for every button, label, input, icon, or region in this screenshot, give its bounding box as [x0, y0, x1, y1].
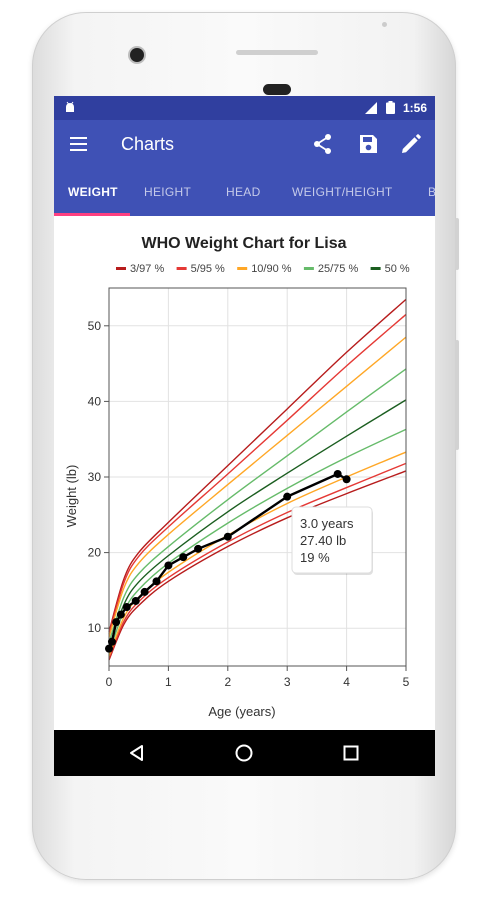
signal-icon [365, 102, 377, 114]
data-point-10[interactable] [194, 544, 203, 553]
data-point-6[interactable] [140, 587, 149, 596]
legend-swatch-1 [176, 267, 187, 270]
data-tooltip: 3.0 years 27.40 lb 19 % [291, 506, 373, 575]
proximity-sensor [263, 84, 291, 95]
data-point-2[interactable] [112, 618, 121, 627]
x-tick-label-1: 1 [165, 675, 172, 689]
y-tick-label-1: 20 [88, 546, 102, 560]
battery-icon [386, 101, 395, 114]
percentile-curve-3 [108, 462, 407, 659]
status-time: 1:56 [402, 101, 427, 115]
y-tick-label-3: 40 [88, 394, 102, 408]
y-tick-label-4: 50 [88, 319, 102, 333]
percentile-curves [108, 298, 407, 661]
tab-weight[interactable]: WEIGHT [68, 185, 118, 199]
x-tick-label-2: 2 [224, 675, 231, 689]
percentile-curve-4 [108, 336, 407, 638]
tab-b[interactable]: B [428, 185, 435, 199]
percentile-curve-1 [108, 470, 407, 661]
tab-height[interactable]: HEIGHT [144, 185, 192, 199]
page-title: Charts [121, 134, 175, 154]
screen: 1:56 Charts WEIGHT HEIGHT HEAD WEIG [54, 96, 435, 776]
menu-icon[interactable] [68, 134, 90, 154]
chart-legend: 3/97 % 5/95 % 10/90 % 25/75 % 50 % [116, 263, 410, 275]
data-point-11[interactable] [223, 532, 232, 541]
percentile-curve-6 [108, 368, 407, 643]
legend-label-1: 5/95 % [191, 263, 225, 275]
tab-weight-height[interactable]: WEIGHT/HEIGHT [292, 185, 393, 199]
data-point-8[interactable] [164, 561, 173, 570]
x-tick-label-5: 5 [403, 675, 410, 689]
percentile-curve-2 [108, 313, 407, 635]
back-icon[interactable] [127, 743, 147, 763]
legend-label-2: 10/90 % [251, 263, 292, 275]
data-point-3[interactable] [116, 610, 125, 619]
legend-swatch-3 [303, 267, 314, 270]
tooltip-line-1: 3.0 years [300, 516, 354, 531]
legend-label-3: 25/75 % [318, 263, 359, 275]
y-tick-label-0: 10 [88, 621, 102, 635]
percentile-curve-0 [108, 298, 407, 633]
legend-swatch-4 [370, 267, 381, 270]
tab-bar: WEIGHT HEIGHT HEAD WEIGHT/HEIGHT B [54, 168, 435, 216]
data-point-14[interactable] [342, 475, 351, 484]
x-tick-label-0: 0 [106, 675, 113, 689]
home-icon[interactable] [234, 743, 254, 763]
data-point-12[interactable] [283, 492, 292, 501]
legend-label-4: 50 % [385, 263, 410, 275]
legend-label-0: 3/97 % [130, 263, 164, 275]
x-tick-label-3: 3 [284, 675, 291, 689]
save-icon[interactable] [356, 132, 380, 156]
y-axis-label: Weight (lb) [64, 465, 79, 528]
tooltip-box [291, 506, 373, 574]
recents-icon[interactable] [341, 743, 361, 763]
who-weight-chart[interactable]: WHO Weight Chart for Lisa 3/97 % 5/95 % 10… [54, 216, 435, 730]
chart-title: WHO Weight Chart for Lisa [141, 235, 346, 252]
android-notification-icon [66, 101, 74, 112]
measurement-series [105, 469, 351, 653]
data-point-9[interactable] [179, 553, 188, 562]
power-button [455, 218, 459, 270]
legend-swatch-2 [237, 267, 248, 270]
sensor-dot [382, 22, 387, 27]
legend-swatch-0 [116, 267, 126, 270]
y-tick-label-2: 30 [88, 470, 102, 484]
active-tab-indicator [54, 213, 130, 216]
share-icon[interactable] [311, 132, 335, 156]
edit-icon[interactable] [399, 132, 423, 156]
chart-axes: 0 1 2 3 4 5 10 20 30 40 50 [88, 287, 410, 689]
x-tick-label-4: 4 [343, 675, 350, 689]
data-point-5[interactable] [131, 596, 140, 605]
volume-button [455, 340, 459, 450]
navigation-bar [54, 730, 435, 776]
status-bar: 1:56 [54, 96, 435, 120]
percentile-curve-8 [108, 399, 407, 649]
data-point-4[interactable] [122, 603, 131, 612]
data-point-7[interactable] [152, 577, 161, 586]
tooltip-line-2: 27.40 lb [300, 533, 346, 548]
data-point-1[interactable] [107, 637, 116, 646]
data-point-0[interactable] [105, 644, 113, 653]
tooltip-line-3: 19 % [300, 550, 330, 565]
x-axis-label: Age (years) [208, 704, 275, 719]
earpiece-speaker [236, 50, 318, 55]
front-camera [130, 48, 144, 62]
chart-area: WHO Weight Chart for Lisa 3/97 % 5/95 % 10… [54, 216, 435, 730]
tab-head[interactable]: HEAD [226, 185, 261, 199]
app-bar: Charts [54, 120, 435, 168]
data-point-13[interactable] [333, 469, 342, 478]
